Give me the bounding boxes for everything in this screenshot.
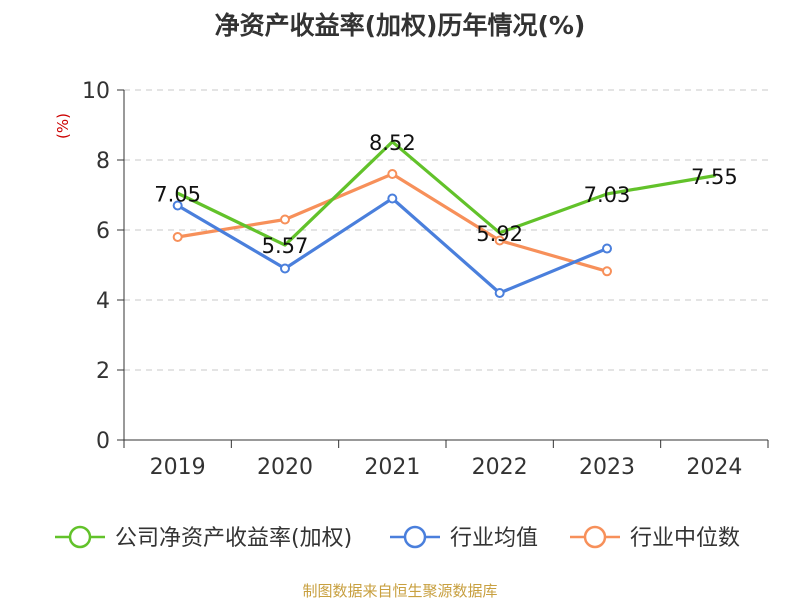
- x-tick-label: 2021: [364, 455, 420, 480]
- legend-item[interactable]: 行业中位数: [570, 525, 740, 551]
- y-tick-label: 0: [96, 429, 110, 454]
- legend[interactable]: 公司净资产收益率(加权) 行业均值 行业中位数: [55, 525, 740, 551]
- series-lines: [172, 140, 716, 298]
- data-label: 8.52: [369, 131, 416, 155]
- data-point[interactable]: [172, 200, 183, 211]
- y-tick-label: 2: [96, 359, 110, 384]
- x-tick-label: 2024: [686, 455, 742, 480]
- legend-label: 行业均值: [450, 526, 538, 551]
- legend-swatch-marker: [583, 525, 607, 549]
- y-tick-label: 10: [82, 79, 110, 104]
- data-point[interactable]: [494, 235, 505, 246]
- x-tick-label: 2023: [579, 455, 635, 480]
- gridlines: [124, 89, 768, 371]
- axes: 0 2 4 6 8 10 2019 2020 2021 2022 2023 2024: [82, 79, 769, 480]
- y-tick-label: 6: [96, 219, 110, 244]
- data-point[interactable]: [387, 193, 398, 204]
- series-line[interactable]: [176, 196, 609, 295]
- chart-title: 净资产收益率(加权)历年情况(%): [215, 11, 586, 40]
- y-tick-label: 4: [96, 289, 110, 314]
- source-note: 制图数据来自恒生聚源数据库: [302, 582, 497, 600]
- data-point[interactable]: [172, 232, 183, 242]
- data-label: 7.03: [584, 183, 631, 207]
- legend-item[interactable]: 公司净资产收益率(加权): [55, 525, 352, 551]
- x-tick-label: 2019: [150, 455, 206, 480]
- legend-swatch-marker: [403, 525, 427, 549]
- y-tick-label: 8: [96, 149, 110, 174]
- data-labels: 7.05 5.57 8.52 5.92 7.03 7.55: [154, 131, 737, 258]
- data-point[interactable]: [602, 266, 612, 277]
- x-tick-label: 2020: [257, 455, 313, 480]
- legend-item[interactable]: 行业均值: [390, 525, 538, 551]
- data-point[interactable]: [280, 263, 290, 274]
- data-point[interactable]: [494, 288, 505, 298]
- data-label: 5.57: [262, 234, 309, 258]
- series-line[interactable]: [176, 140, 716, 247]
- data-point[interactable]: [387, 169, 398, 179]
- data-label: 7.55: [691, 165, 738, 189]
- legend-swatch-marker: [68, 525, 92, 549]
- y-axis-unit-label: (%): [54, 113, 72, 139]
- x-tick-label: 2022: [472, 455, 528, 480]
- data-point[interactable]: [280, 214, 290, 225]
- legend-label: 公司净资产收益率(加权): [115, 526, 352, 551]
- data-label: 5.92: [476, 222, 523, 246]
- data-point[interactable]: [602, 243, 612, 254]
- legend-label: 行业中位数: [630, 526, 740, 551]
- data-label: 7.05: [154, 182, 201, 206]
